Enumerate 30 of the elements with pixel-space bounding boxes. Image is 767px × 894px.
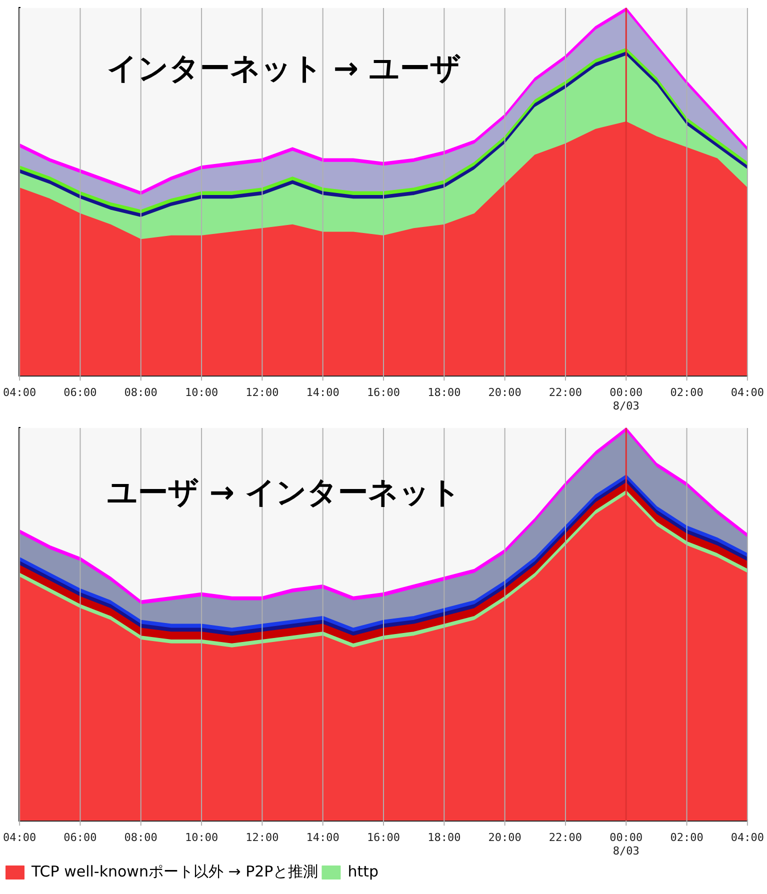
x-tick-label: 22:00 — [548, 386, 582, 400]
x-tick-label: 16:00 — [366, 386, 400, 400]
x-tick-label: 10:00 — [184, 386, 218, 400]
x-tick-label: 02:00 — [670, 386, 704, 400]
x-tick-label: 06:00 — [64, 386, 97, 400]
x-tick-label: 08:00 — [124, 386, 158, 400]
text: インターネット → ユーザ — [106, 51, 461, 86]
x-tick-label: 00:00 8/03 — [610, 831, 643, 858]
x-tick-label: 04:00 — [2, 386, 36, 400]
x-tick-label: 18:00 — [428, 386, 461, 400]
x-tick-label: 20:00 — [488, 386, 522, 400]
x-tick-label: 04:00 — [2, 831, 36, 844]
x-tick-label: 16:00 — [366, 831, 400, 844]
legend-label: TCP well-knownポート以外 → P2Pと推測 — [30, 862, 318, 880]
x-tick-label: 02:00 — [670, 831, 704, 844]
text: ユーザ → インターネット — [106, 476, 461, 511]
x-tick-label: 12:00 — [246, 831, 279, 844]
x-tick-label: 14:00 — [306, 831, 340, 844]
x-tick-label: 12:00 — [246, 386, 279, 400]
x-tick-label: 14:00 — [306, 386, 340, 400]
x-tick-label: 04:00 — [730, 831, 764, 844]
x-tick-label: 22:00 — [548, 831, 582, 844]
x-tick-label: 00:00 8/03 — [610, 386, 643, 412]
x-tick-label: 10:00 — [184, 831, 218, 844]
x-tick-label: 18:00 — [428, 831, 461, 844]
legend-label: http — [348, 862, 378, 880]
x-tick-label: 04:00 — [730, 386, 764, 400]
x-tick-label: 08:00 — [124, 831, 158, 844]
x-tick-label: 06:00 — [64, 831, 97, 844]
x-tick-label: 20:00 — [488, 831, 522, 844]
